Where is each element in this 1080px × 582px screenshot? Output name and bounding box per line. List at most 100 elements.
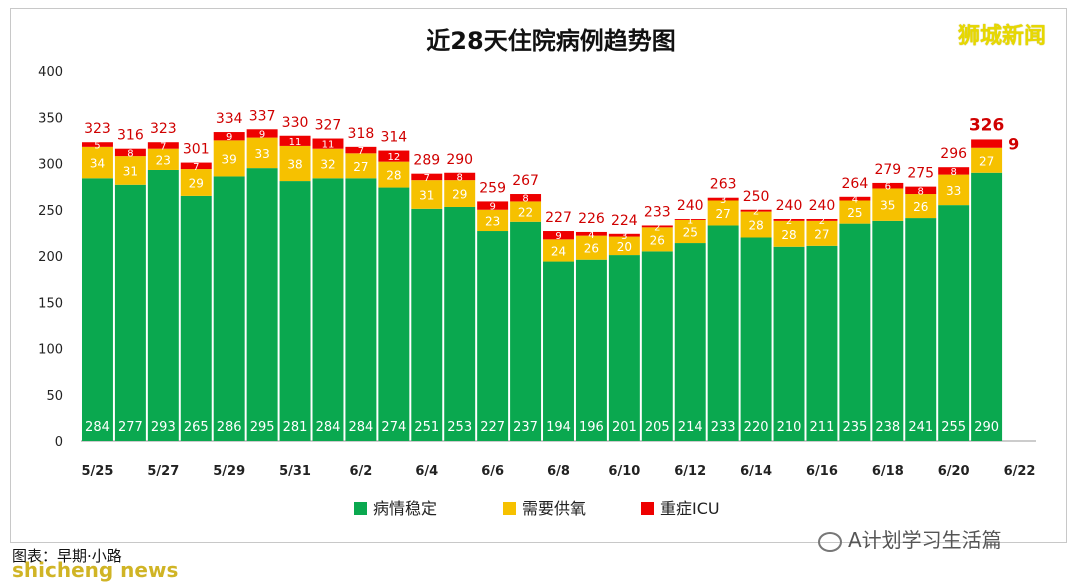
x-tick-label: 6/10 <box>608 464 640 479</box>
bar-segment-stable <box>707 225 739 441</box>
bar-label-oxygen: 26 <box>913 200 928 214</box>
bar-label-oxygen: 31 <box>419 188 434 202</box>
bar-label-oxygen: 31 <box>123 164 138 178</box>
bar-segment-oxygen <box>839 200 871 224</box>
bar-label-icu: 11 <box>322 140 335 151</box>
bar-segment-icu <box>641 225 673 228</box>
bar-label-icu: 2 <box>819 216 825 227</box>
bar-label-stable: 286 <box>217 420 242 435</box>
bar-total-label: 263 <box>710 177 737 193</box>
bar-segment-stable <box>246 168 278 441</box>
bar-segment-stable <box>81 178 113 442</box>
bar-segment-icu <box>773 219 805 221</box>
bar-label-oxygen: 29 <box>189 176 204 190</box>
y-tick-label: 200 <box>38 250 63 265</box>
bar-segment-oxygen <box>872 188 904 221</box>
bar-total-label: 259 <box>479 180 506 196</box>
bar-segment-stable <box>608 255 640 441</box>
bar-total-label: 250 <box>743 189 770 205</box>
bar-total-label: 240 <box>776 198 803 214</box>
bar-label-oxygen: 28 <box>748 219 763 233</box>
legend-label-oxygen: 需要供氧 <box>522 499 586 518</box>
bar-total-label: 334 <box>216 111 243 127</box>
bar-label-icu: 2 <box>654 222 660 233</box>
bar-segment-oxygen <box>312 148 344 179</box>
bar-total-label: 224 <box>611 213 638 229</box>
bar-label-icu: 4 <box>588 230 594 241</box>
bar-segment-oxygen <box>246 137 278 169</box>
bar-label-icu: 12 <box>387 152 400 163</box>
bar-total-label: 296 <box>940 146 967 162</box>
bar-segment-oxygen <box>345 153 377 179</box>
bar-label-oxygen: 28 <box>781 228 796 242</box>
bar-label-stable: 211 <box>810 420 835 435</box>
bar-label-icu: 7 <box>160 141 166 152</box>
bar-total-label: 279 <box>874 162 901 178</box>
bar-segment-stable <box>378 187 410 441</box>
x-tick-label: 6/18 <box>872 464 904 479</box>
bar-segment-oxygen <box>477 209 509 232</box>
bar-segment-oxygen <box>279 145 311 182</box>
bar-label-stable: 214 <box>678 420 703 435</box>
bar-label-stable: 201 <box>612 420 637 435</box>
bar-segment-stable <box>411 208 443 441</box>
bar-label-oxygen: 27 <box>979 154 994 168</box>
bar-segment-stable <box>114 184 146 441</box>
bar-segment-stable <box>312 178 344 442</box>
bar-segment-stable <box>740 237 772 441</box>
bar-total-label: 316 <box>117 128 144 144</box>
bar-total-label: 337 <box>249 108 276 124</box>
bar-segment-oxygen <box>378 161 410 188</box>
y-tick-label: 350 <box>38 111 63 126</box>
bar-segment-stable <box>477 231 509 441</box>
bar-total-label: 301 <box>183 142 210 158</box>
chart-frame: 近28天住院病例趋势图 0 50 100 150 200 250 300 350 400 284… <box>10 8 1067 543</box>
x-tick-label: 5/27 <box>147 464 179 479</box>
x-tick-label: 6/6 <box>481 464 504 479</box>
bar-label-icu: 11 <box>289 137 302 148</box>
bar-label-stable: 220 <box>744 420 769 435</box>
bar-segment-icu <box>543 231 574 240</box>
bar-segment-oxygen <box>213 140 245 177</box>
bar-segment-icu <box>246 129 278 138</box>
x-tick-label: 6/14 <box>740 464 772 479</box>
bar-segment-icu <box>575 231 607 236</box>
x-tick-label: 5/25 <box>82 464 114 479</box>
chart-title: 近28天住院病例趋势图 <box>426 27 675 55</box>
x-tick-label: 6/12 <box>674 464 706 479</box>
bar-total-label: 233 <box>644 204 671 220</box>
bar-segment-icu <box>608 233 640 237</box>
bar-label-icu: 7 <box>358 146 364 157</box>
bar-segment-icu <box>312 138 344 149</box>
bar-total-label: 327 <box>315 118 342 134</box>
bar-total-label: 226 <box>578 211 605 227</box>
bar-label-oxygen: 26 <box>584 242 599 256</box>
bar-label-stable: 295 <box>250 420 275 435</box>
bar-segment-icu <box>114 148 146 157</box>
y-tick-label: 0 <box>55 435 63 450</box>
bar-segment-stable <box>510 221 542 441</box>
wechat-icon <box>818 531 842 552</box>
bar-label-icu: 8 <box>457 172 463 183</box>
y-tick-label: 250 <box>38 204 63 219</box>
wechat-account: A计划学习生活篇 <box>818 524 1002 553</box>
x-axis: 5/25 5/27 5/29 5/31 6/2 6/4 6/6 6/8 6/10 6/12 6/14… <box>82 464 1036 479</box>
bar-total-label: 227 <box>545 210 572 226</box>
x-tick-label: 6/4 <box>415 464 438 479</box>
bar-label-stable: 205 <box>645 420 670 435</box>
bar-segment-icu <box>411 173 443 181</box>
bar-segment-icu <box>147 142 179 149</box>
bar-segment-oxygen <box>543 239 574 262</box>
bar-label-oxygen: 22 <box>518 206 533 220</box>
brand-watermark: shicheng news <box>12 558 179 582</box>
bar-segment-oxygen <box>444 180 476 207</box>
bar-segment-oxygen <box>773 220 805 247</box>
bar-segment-icu <box>477 201 509 210</box>
bar-segment-oxygen <box>806 220 838 246</box>
bar-label-stable: 237 <box>513 420 538 435</box>
bar-total-label: 289 <box>413 153 440 169</box>
bar-total-label: 240 <box>809 198 836 214</box>
bar-label-icu: 8 <box>918 186 924 197</box>
bar-label-oxygen: 25 <box>847 206 862 220</box>
